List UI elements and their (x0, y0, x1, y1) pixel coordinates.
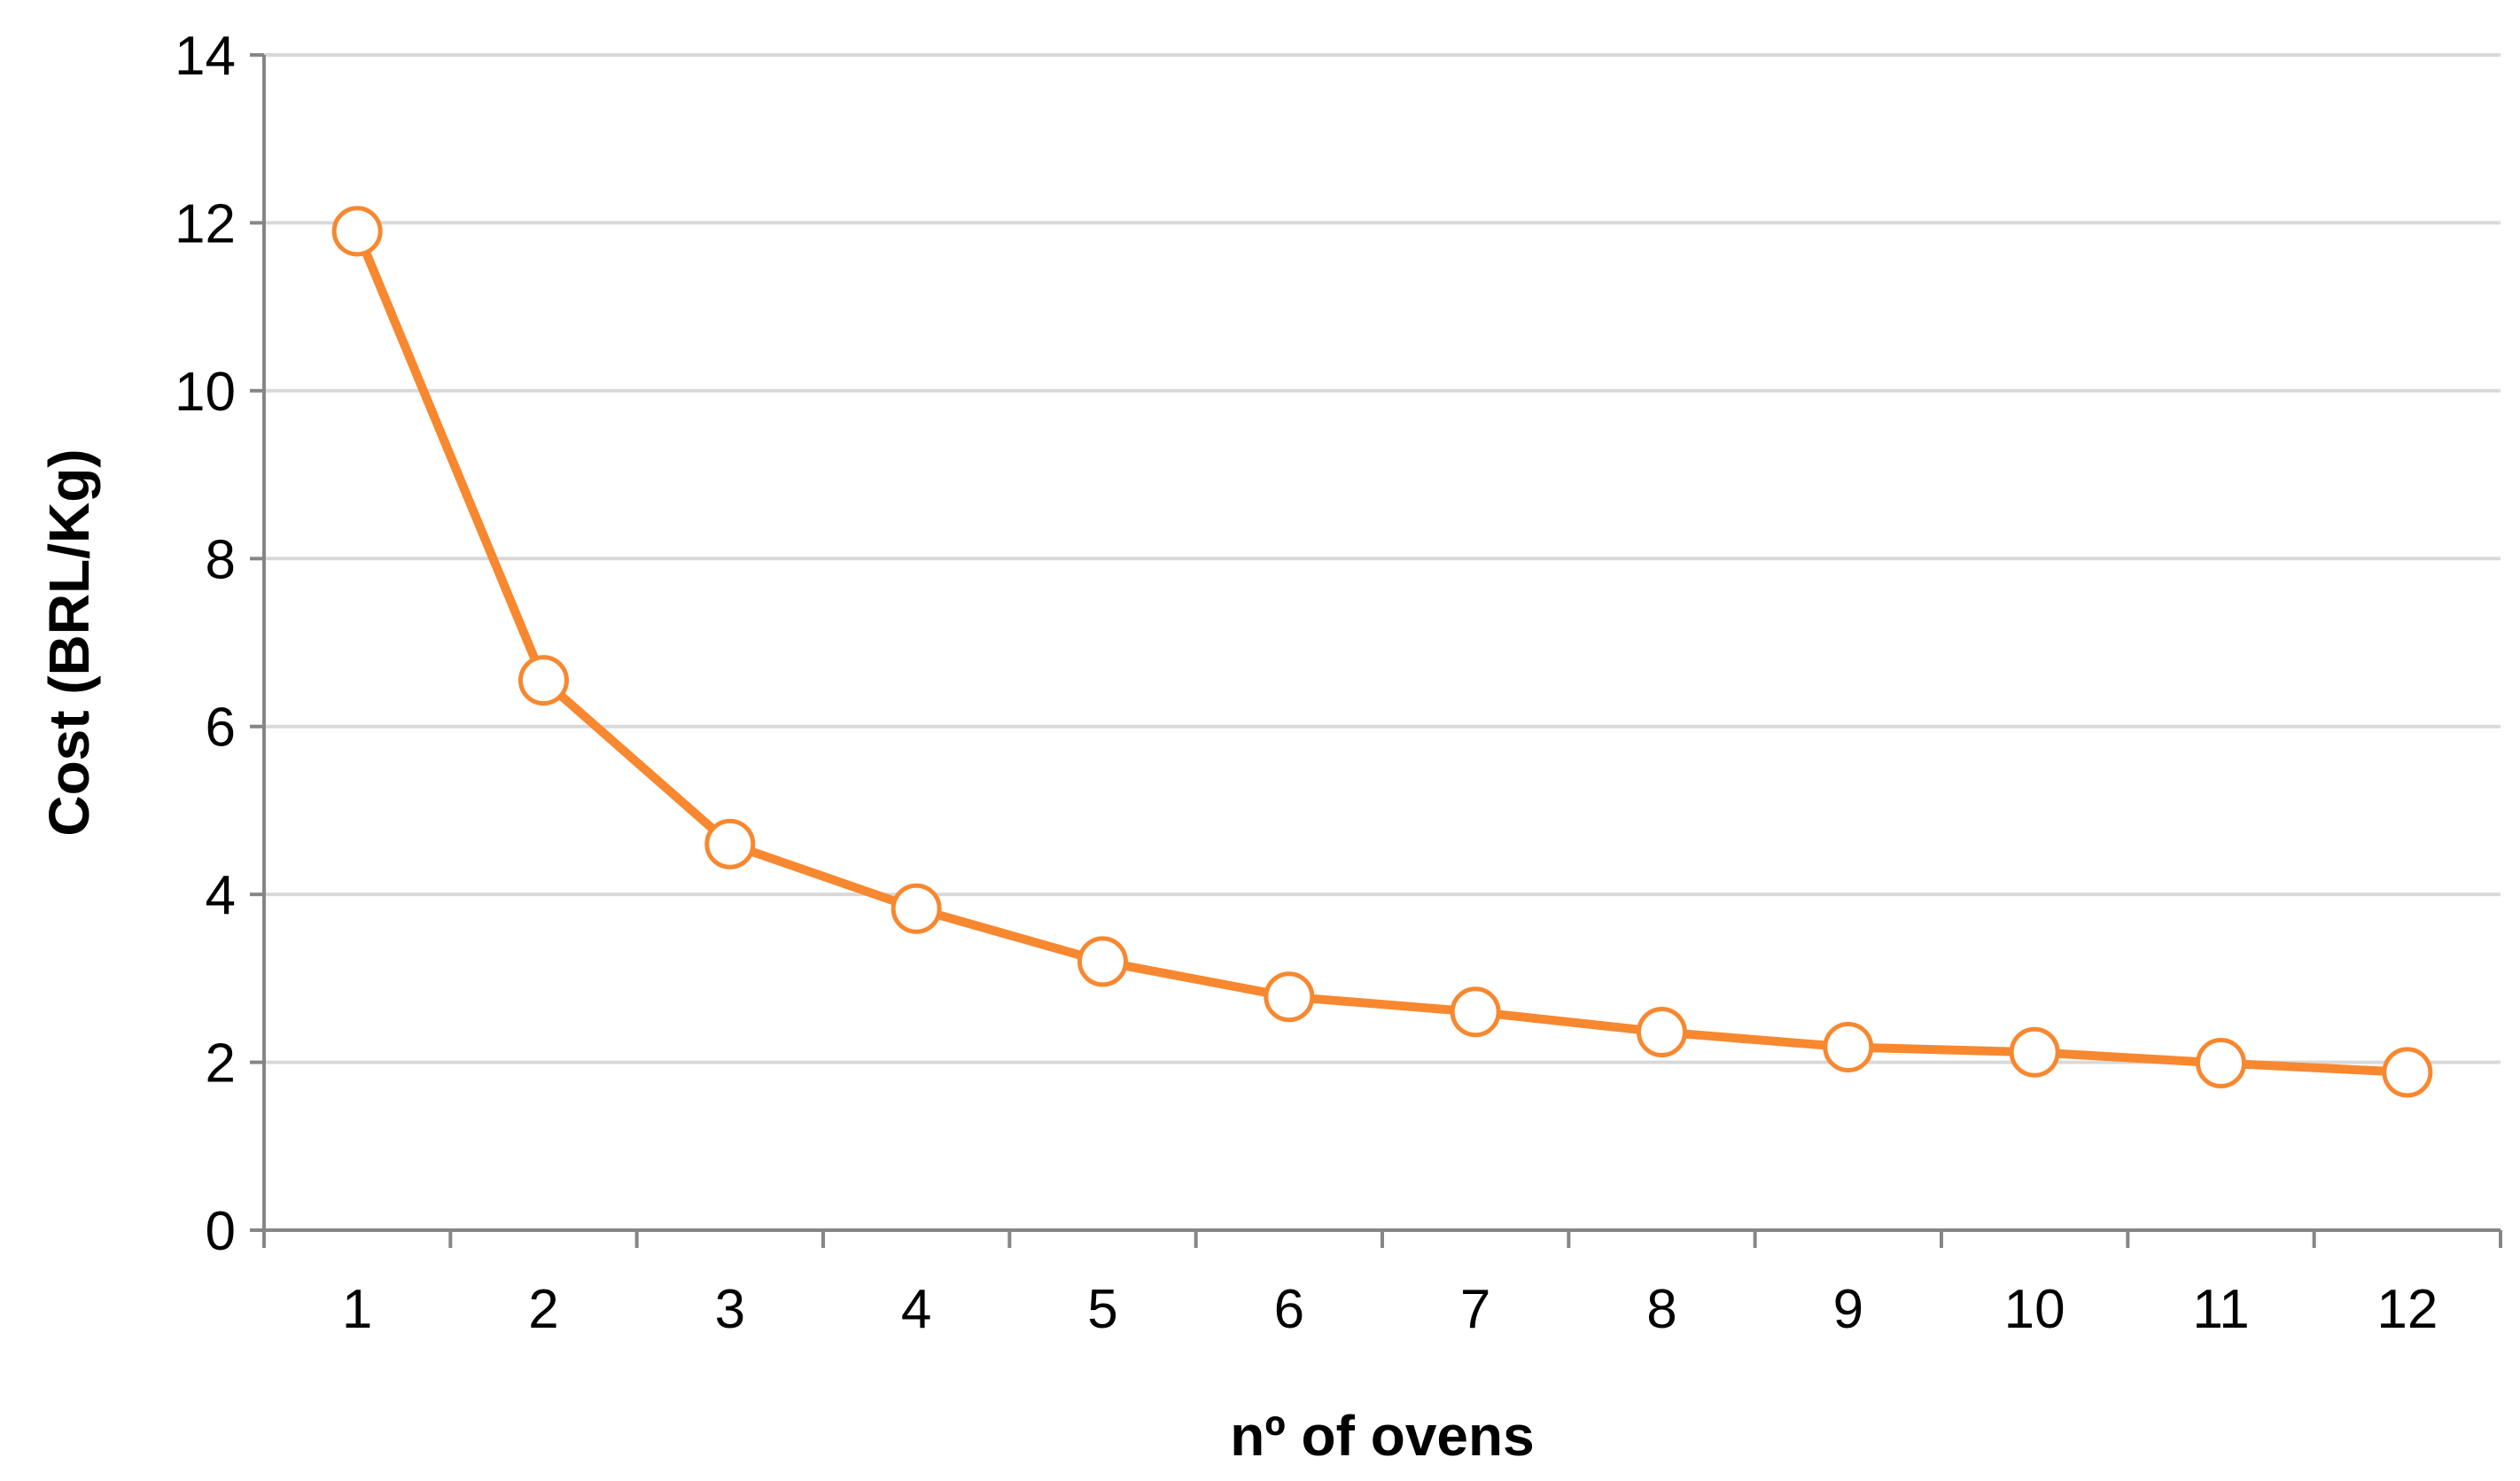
x-tick-label: 2 (528, 1279, 558, 1340)
y-tick-label: 8 (206, 529, 236, 590)
x-tick-label: 11 (2192, 1279, 2249, 1340)
y-tick-label: 14 (175, 26, 236, 87)
gridlines (264, 53, 2501, 1064)
axes (250, 53, 2502, 1248)
data-point-5 (1077, 936, 1128, 987)
x-tick-label: 1 (342, 1279, 372, 1340)
x-axis-title: nº of ovens (1230, 1404, 1534, 1468)
x-tick-label: 3 (715, 1279, 745, 1340)
data-point-4 (891, 883, 942, 934)
series-layer (331, 206, 2433, 1098)
data-point-9 (1823, 1022, 1874, 1073)
y-axis-title: Cost (BRL/Kg) (37, 448, 101, 836)
x-tick-label: 12 (2376, 1279, 2438, 1340)
data-point-1 (331, 206, 383, 257)
x-tick-label: 10 (2004, 1279, 2065, 1340)
y-tick-label: 2 (206, 1033, 236, 1095)
data-point-11 (2196, 1038, 2246, 1089)
data-point-2 (518, 655, 569, 706)
y-tick-label: 0 (206, 1201, 236, 1262)
x-tick-label: 7 (1460, 1279, 1490, 1340)
y-tick-label: 4 (206, 865, 236, 926)
x-tick-label: 5 (1087, 1279, 1117, 1340)
data-point-6 (1264, 971, 1315, 1023)
y-tick-label: 12 (175, 193, 236, 254)
data-point-8 (1637, 1006, 1687, 1057)
x-tick-label: 6 (1274, 1279, 1304, 1340)
x-tick-label: 8 (1646, 1279, 1676, 1340)
y-tick-label: 10 (175, 362, 236, 423)
data-point-12 (2382, 1047, 2433, 1098)
x-tick-label: 4 (901, 1279, 931, 1340)
y-tick-label: 6 (206, 698, 236, 759)
series-line-0 (353, 226, 2412, 1077)
data-point-3 (704, 818, 756, 869)
x-tick-label: 9 (1833, 1279, 1863, 1340)
data-point-10 (2009, 1026, 2060, 1078)
data-point-7 (1450, 986, 1501, 1038)
